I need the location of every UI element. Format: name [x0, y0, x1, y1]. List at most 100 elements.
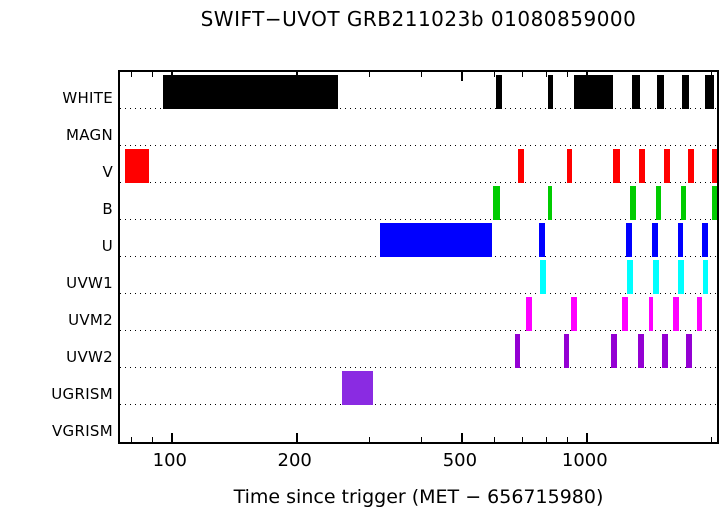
x-axis-minor-tick [567, 437, 569, 442]
obs-bar-b [629, 186, 636, 220]
obs-bar-white [682, 75, 690, 109]
x-axis-minor-tick [131, 437, 133, 442]
obs-bar-uvw1 [539, 260, 546, 294]
obs-bar-v [124, 149, 149, 183]
row-gridline-uvw2 [120, 367, 717, 368]
obs-bar-uvm2 [696, 297, 703, 331]
obs-bar-uvm2 [526, 297, 533, 331]
chart-title: SWIFT−UVOT GRB211023b 01080859000 [200, 7, 637, 31]
row-gridline-uvm2 [120, 330, 717, 331]
x-axis-major-tick [585, 433, 588, 442]
x-axis-minor-tick [546, 72, 548, 77]
x-axis-major-tick [585, 72, 588, 81]
obs-bar-b [548, 186, 553, 220]
obs-bar-white [656, 75, 664, 109]
row-gridline-ugrism [120, 404, 717, 405]
x-axis-minor-tick [567, 72, 569, 77]
y-axis-label-v: V [102, 163, 113, 181]
x-axis-minor-tick [494, 437, 496, 442]
row-gridline-uvw1 [120, 293, 717, 294]
x-axis-minor-tick [522, 72, 523, 77]
obs-bar-uvw2 [515, 334, 520, 368]
x-axis-minor-tick [152, 72, 154, 77]
obs-bar-uvm2 [621, 297, 628, 331]
x-axis-major-tick [170, 433, 173, 442]
y-axis-labels: WHITE MAGN V B U UVW1 UVM2 UVW2 UGRISM VGRISM [0, 0, 113, 470]
obs-bar-white [705, 75, 715, 109]
y-axis-label-uvw1: UVW1 [66, 274, 113, 292]
obs-bar-uvw1 [702, 260, 709, 294]
y-axis-label-magn: MAGN [66, 126, 113, 144]
obs-bar-white [548, 75, 554, 109]
obs-bar-b [712, 186, 717, 220]
y-axis-label-u: U [101, 237, 113, 255]
x-axis-minor-tick [546, 437, 548, 442]
obs-bar-b [493, 186, 500, 220]
y-axis-label-b: B [102, 200, 113, 218]
obs-bar-uvw2 [686, 334, 692, 368]
y-axis-label-uvw2: UVW2 [66, 348, 113, 366]
x-axis-minor-tick [369, 72, 371, 77]
x-axis-major-tick [170, 72, 173, 81]
obs-bar-uvm2 [648, 297, 654, 331]
obs-bar-white [162, 75, 339, 109]
row-gridline-white [120, 108, 717, 109]
obs-bar-u [702, 223, 708, 257]
x-axis-minor-tick [131, 72, 133, 77]
obs-bar-uvm2 [571, 297, 578, 331]
x-tick-label-200: 200 [277, 450, 312, 471]
x-axis-major-tick [460, 72, 463, 81]
x-tick-label-500: 500 [442, 450, 478, 471]
obs-bar-b [655, 186, 662, 220]
obs-bar-white [632, 75, 641, 109]
y-axis-label-vgrism: VGRISM [52, 422, 113, 440]
obs-bar-u [625, 223, 632, 257]
row-gridline-v [120, 182, 717, 183]
x-axis-minor-tick [494, 72, 496, 77]
obs-bar-uvw2 [637, 334, 644, 368]
obs-bar-uvw1 [626, 260, 633, 294]
obs-bar-uvw2 [563, 334, 569, 368]
obs-bar-uvw2 [610, 334, 618, 368]
x-axis-minor-tick [421, 72, 423, 77]
obs-bar-uvw1 [678, 260, 685, 294]
obs-bar-v [566, 149, 573, 183]
y-axis-label-white: WHITE [62, 89, 113, 107]
x-axis-minor-tick [711, 72, 713, 77]
x-axis-minor-tick [522, 437, 523, 442]
y-axis-label-ugrism: UGRISM [51, 385, 113, 403]
obs-bar-v [612, 149, 620, 183]
row-gridline-b [120, 219, 717, 220]
x-tick-label-100: 100 [152, 450, 187, 471]
x-axis-title: Time since trigger (MET − 656715980) [233, 486, 604, 508]
obs-bar-ugrism [341, 371, 374, 405]
obs-bar-u [538, 223, 545, 257]
obs-bar-uvw1 [653, 260, 659, 294]
x-axis-minor-tick [421, 437, 423, 442]
plot-area [118, 70, 719, 444]
x-axis-minor-tick [711, 437, 713, 442]
obs-bar-white [496, 75, 503, 109]
obs-bar-v [664, 149, 671, 183]
row-gridline-magn [120, 145, 717, 146]
obs-bar-v [639, 149, 646, 183]
x-axis-major-tick [460, 433, 463, 442]
obs-bar-white [573, 75, 613, 109]
obs-bar-u [379, 223, 492, 257]
obs-bar-uvw2 [662, 334, 668, 368]
y-axis-label-uvm2: UVM2 [68, 311, 113, 329]
obs-bar-b [680, 186, 687, 220]
x-tick-label-1000: 1000 [561, 450, 608, 471]
x-axis-minor-tick [152, 437, 154, 442]
obs-bar-v [712, 149, 717, 183]
x-axis-major-tick [295, 433, 298, 442]
x-tick-labels: 100 200 500 1000 [118, 450, 719, 474]
x-axis-major-tick [295, 72, 298, 81]
obs-bar-u [652, 223, 659, 257]
obs-bar-u [677, 223, 684, 257]
obs-bar-uvm2 [672, 297, 679, 331]
obs-bar-v [517, 149, 524, 183]
x-axis-minor-tick [369, 437, 371, 442]
obs-bar-v [688, 149, 695, 183]
